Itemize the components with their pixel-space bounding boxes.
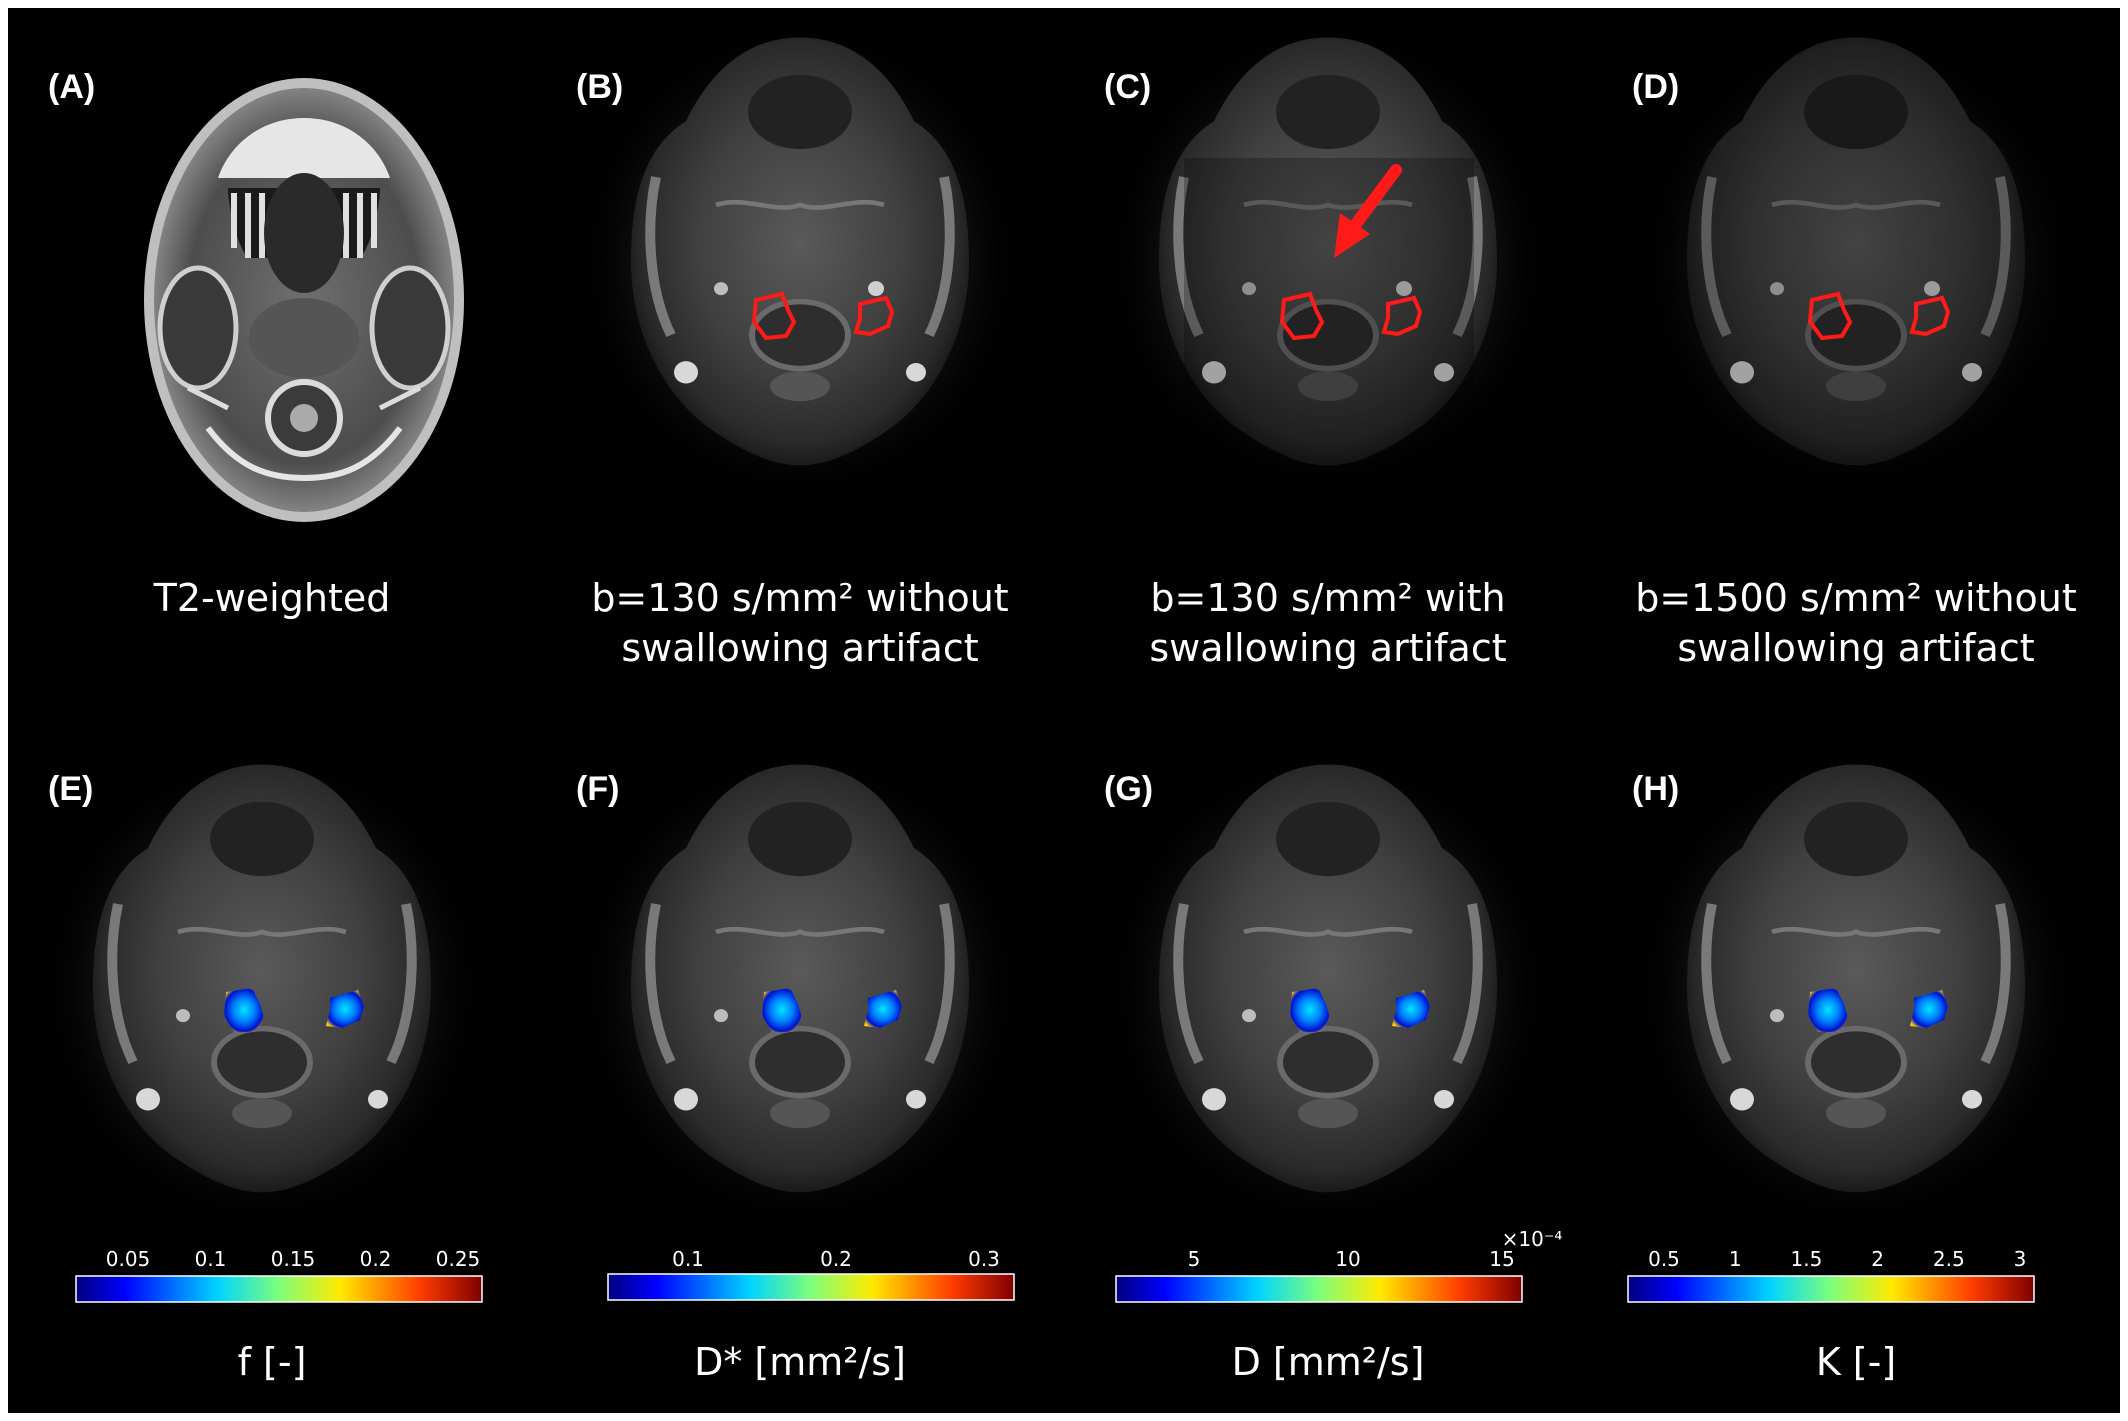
panel-label: (B) xyxy=(576,68,624,106)
panel-label: (G) xyxy=(1104,770,1154,808)
panel-label: (F) xyxy=(576,770,620,808)
colorbar-tick-label: 3 xyxy=(2014,1247,2027,1271)
figure-frame: (A) T2-weighted (B) b=130 s/mm² without … xyxy=(8,8,2120,1413)
caption-line-1: T2-weighted xyxy=(153,576,391,620)
caption-line-2: swallowing artifact xyxy=(621,626,979,670)
colorbar-tick-label: 0.2 xyxy=(820,1247,852,1271)
colorbar-tick-label: 2.5 xyxy=(1933,1247,1965,1271)
panel-c: (C) b=130 s/mm² with swallowing artifact xyxy=(1064,8,1592,710)
colorbar-gradient xyxy=(1115,1275,1523,1303)
colorbar-title: f [-] xyxy=(237,1340,307,1384)
colorbar-gradient xyxy=(607,1273,1015,1301)
colorbar-tick-label: 0.2 xyxy=(360,1247,392,1271)
panel-caption: b=130 s/mm² with swallowing artifact xyxy=(1064,573,1592,673)
caption-line-1: b=130 s/mm² without xyxy=(591,576,1009,620)
colorbar-tick-label: 0.25 xyxy=(436,1247,481,1271)
colorbar-tick-label: 0.15 xyxy=(271,1247,316,1271)
panel-label: (A) xyxy=(48,68,96,106)
k-colorbar: 0.5 1 1.5 2 2.5 3 xyxy=(1627,1247,2035,1303)
panel-label: (E) xyxy=(48,770,94,808)
caption-line-2: swallowing artifact xyxy=(1677,626,2035,670)
panel-label: (D) xyxy=(1632,68,1680,106)
d-colorbar: ×10⁻⁴ 5 10 15 xyxy=(1115,1227,1563,1303)
panel-label: (C) xyxy=(1104,68,1152,106)
f-colorbar: 0.05 0.1 0.15 0.2 0.25 xyxy=(75,1247,483,1303)
panel-a: (A) T2-weighted xyxy=(8,8,536,710)
caption-line-2: swallowing artifact xyxy=(1149,626,1507,670)
panel-f: (F) 0.1 0.2 0.3 D* [mm²/s] xyxy=(536,710,1064,1412)
colorbar-tick-label: 5 xyxy=(1188,1247,1201,1271)
panel-caption: b=1500 s/mm² without swallowing artifact xyxy=(1592,573,2120,673)
panel-h: (H) 0.5 1 1.5 2 2.5 3 K [-] xyxy=(1592,710,2120,1412)
colorbar-tick-label: 0.1 xyxy=(672,1247,704,1271)
colorbar-title: K [-] xyxy=(1815,1340,1897,1384)
colorbar-tick-label: 0.5 xyxy=(1648,1247,1680,1271)
colorbar-title: D* [mm²/s] xyxy=(694,1340,906,1384)
colorbar-title: D [mm²/s] xyxy=(1231,1340,1425,1384)
colorbar-tick-label: 1.5 xyxy=(1790,1247,1822,1271)
panel-e: (E) 0.05 0.1 0.15 0.2 0.25 f [-] xyxy=(8,710,536,1412)
colorbar-tick-label: 10 xyxy=(1335,1247,1360,1271)
panel-label: (H) xyxy=(1632,770,1680,808)
dstar-colorbar: 0.1 0.2 0.3 xyxy=(607,1247,1015,1301)
colorbar-gradient xyxy=(75,1275,483,1303)
caption-line-1: b=1500 s/mm² without xyxy=(1635,576,2077,620)
red-arrow-icon xyxy=(1334,164,1402,258)
colorbar-tick-label: 0.1 xyxy=(195,1247,227,1271)
dwi-b130-with-artifact-image xyxy=(1064,8,1592,518)
panel-g: (G) ×10⁻⁴ 5 10 15 D [mm²/s] xyxy=(1064,710,1592,1412)
colorbar-tick-label: 15 xyxy=(1489,1247,1514,1271)
colorbar-tick-label: 0.3 xyxy=(968,1247,1000,1271)
panel-caption: b=130 s/mm² without swallowing artifact xyxy=(536,573,1064,673)
panel-caption: T2-weighted xyxy=(8,573,536,623)
panel-b: (B) b=130 s/mm² without swallowing artif… xyxy=(536,8,1064,710)
t2-weighted-image xyxy=(144,78,464,522)
colorbar-tick-label: 0.05 xyxy=(106,1247,151,1271)
caption-line-1: b=130 s/mm² with xyxy=(1150,576,1506,620)
colorbar-multiplier: ×10⁻⁴ xyxy=(1502,1227,1563,1251)
colorbar-tick-label: 2 xyxy=(1871,1247,1884,1271)
colorbar-gradient xyxy=(1627,1275,2035,1303)
panel-d: (D) b=1500 s/mm² without swallowing arti… xyxy=(1592,8,2120,710)
colorbar-tick-label: 1 xyxy=(1729,1247,1742,1271)
